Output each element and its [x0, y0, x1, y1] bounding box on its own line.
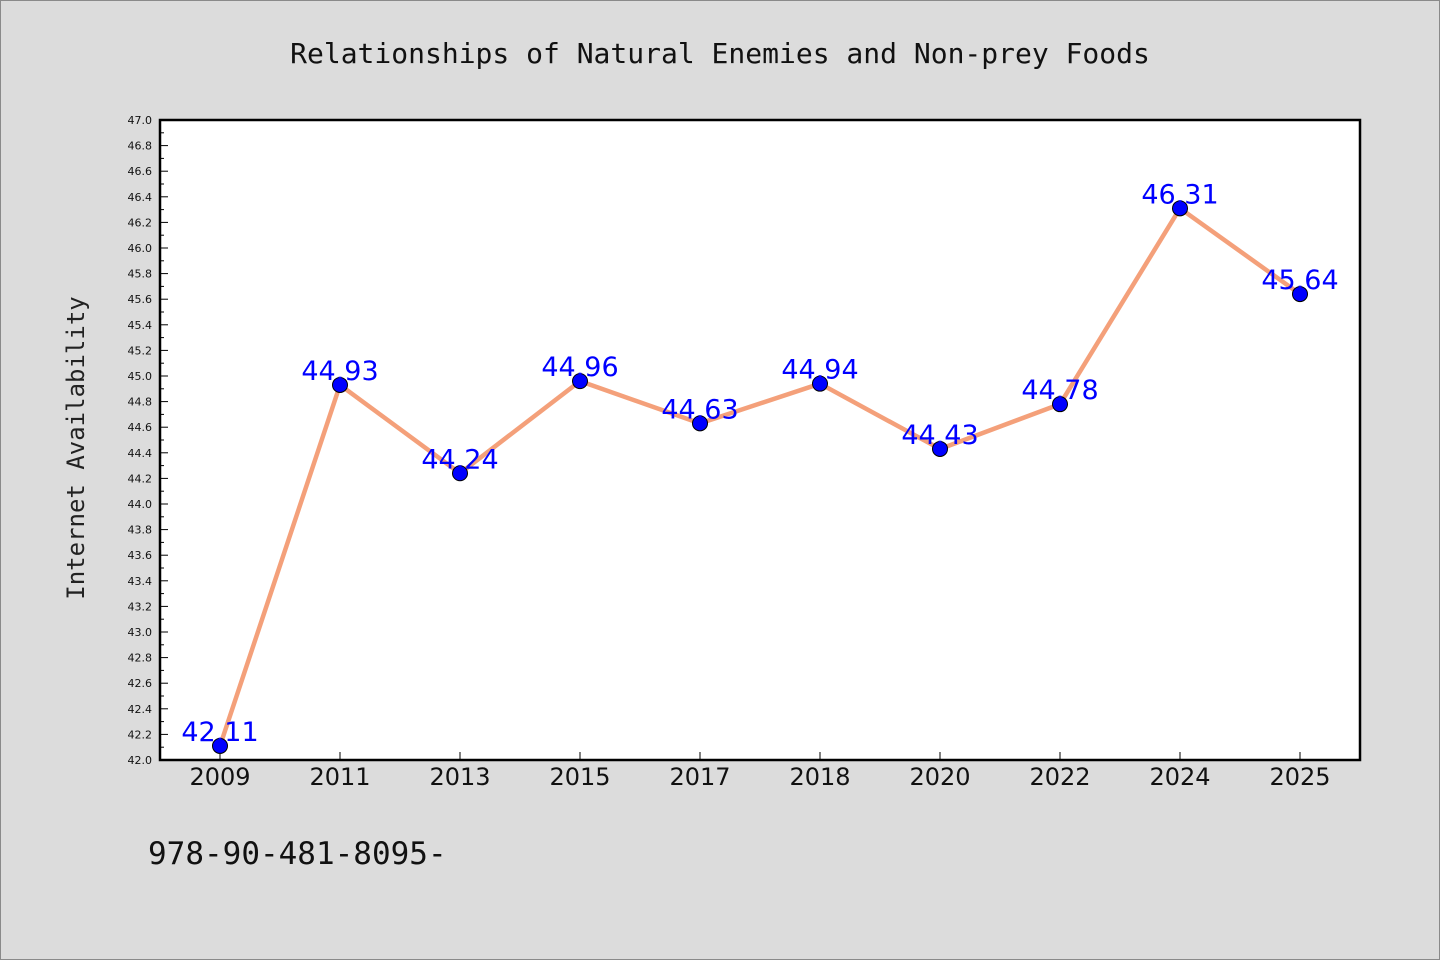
plot-border [158, 118, 1362, 762]
data-point [1052, 396, 1068, 413]
y-tick-label: 42.8 [128, 652, 153, 665]
x-tick-label: 2024 [1149, 763, 1210, 791]
y-axis: 42.0 42.2 42.4 42.6 42.8 43.0 43.2 43.4 43.6 43.8… [128, 114, 168, 767]
y-axis-label: Internet Availability [62, 296, 90, 599]
data-point [932, 440, 948, 457]
y-tick-label: 42.0 [128, 754, 153, 767]
y-tick-label: 43.0 [128, 626, 153, 639]
data-label: 44.94 [781, 355, 858, 386]
data-point [1292, 286, 1308, 303]
y-tick-label: 46.8 [128, 140, 153, 153]
y-tick-label: 43.4 [128, 575, 153, 588]
data-label: 44.63 [661, 394, 738, 425]
x-tick-label: 2015 [549, 763, 610, 791]
y-tick-label: 45.0 [128, 370, 153, 383]
y-tick-label: 44.2 [128, 472, 153, 485]
y-tick-label: 44.0 [128, 498, 153, 511]
series-line [217, 206, 1303, 749]
data-point [812, 375, 828, 392]
data-label: 44.24 [421, 444, 498, 475]
x-tick-label: 2020 [909, 763, 970, 791]
chart-title: Relationships of Natural Enemies and Non… [290, 37, 1150, 70]
y-tick-label: 45.8 [128, 268, 153, 281]
data-label-group: 42.11 44.93 44.24 44.96 44.63 44.94 44.43 44.78… [181, 179, 1338, 748]
data-label: 44.96 [541, 352, 618, 383]
y-tick-label: 42.4 [128, 703, 153, 716]
y-tick-label: 45.6 [128, 293, 153, 306]
x-tick-label: 2017 [669, 763, 730, 791]
y-tick-label: 43.8 [128, 524, 153, 537]
data-point [452, 465, 468, 482]
data-point [572, 373, 588, 390]
y-tick-label: 46.0 [128, 242, 153, 255]
data-label: 44.78 [1021, 375, 1098, 406]
x-tick-label: 2018 [789, 763, 850, 791]
y-tick-label: 44.8 [128, 396, 153, 409]
data-point [332, 376, 348, 393]
data-point [212, 737, 228, 754]
data-label: 45.64 [1261, 265, 1338, 296]
x-tick-label: 2011 [309, 763, 370, 791]
y-tick-label: 45.4 [128, 319, 153, 332]
y-tick-label: 44.4 [128, 447, 153, 460]
plot-area [160, 120, 1360, 760]
y-tick-label: 43.2 [128, 600, 153, 613]
data-point [1172, 200, 1188, 217]
y-tick-label: 47.0 [128, 114, 153, 127]
data-point [692, 415, 708, 432]
data-label: 42.11 [181, 717, 258, 748]
x-axis: 2009 2011 2013 2015 2017 2018 2020 2022 2024 2025 [189, 752, 1331, 791]
x-tick-label: 2025 [1269, 763, 1330, 791]
y-tick-label: 42.6 [128, 677, 153, 690]
x-tick-label: 2013 [429, 763, 490, 791]
x-tick-label: 2022 [1029, 763, 1090, 791]
data-label: 46.31 [1141, 179, 1218, 210]
data-label: 44.93 [301, 356, 378, 387]
y-tick-label: 43.6 [128, 549, 153, 562]
y-tick-label: 44.6 [128, 421, 153, 434]
x-tick-label: 2009 [189, 763, 250, 791]
y-tick-label: 45.2 [128, 344, 153, 357]
y-tick-label: 46.2 [128, 216, 153, 229]
series-group [212, 200, 1308, 754]
y-tick-label: 46.6 [128, 165, 153, 178]
isbn-text: 978-90-481-8095- [148, 836, 447, 872]
y-tick-label: 46.4 [128, 191, 153, 204]
y-tick-label: 42.2 [128, 728, 153, 741]
data-label: 44.43 [901, 420, 978, 451]
